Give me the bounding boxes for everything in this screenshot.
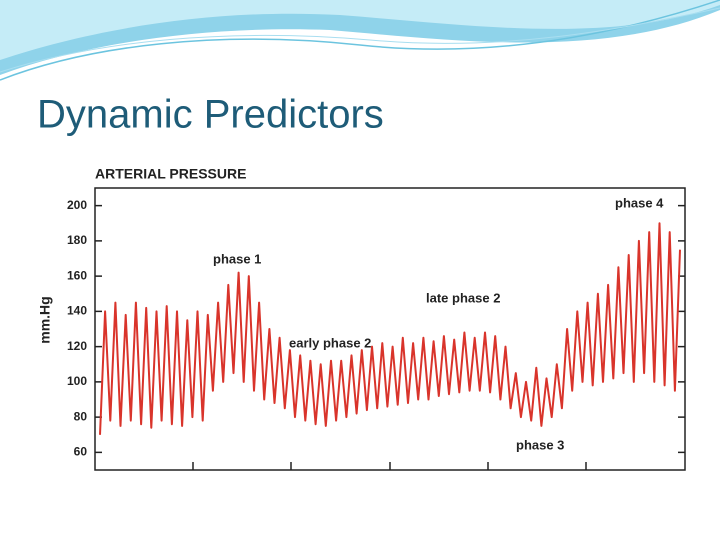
y-tick-label: 140 bbox=[67, 304, 87, 318]
y-tick-label: 100 bbox=[67, 374, 87, 388]
annotation: phase 3 bbox=[516, 437, 564, 452]
pressure-line bbox=[99, 222, 681, 435]
slide-title: Dynamic Predictors bbox=[37, 93, 384, 137]
annotation: phase 4 bbox=[615, 195, 664, 210]
header-decoration bbox=[0, 0, 720, 81]
annotation: late phase 2 bbox=[426, 290, 500, 305]
y-tick-label: 160 bbox=[67, 268, 87, 282]
x-ticks bbox=[192, 462, 587, 470]
annotation: phase 1 bbox=[213, 251, 261, 266]
chart-title: ARTERIAL PRESSURE bbox=[95, 166, 246, 182]
y-tick-label: 80 bbox=[74, 409, 88, 423]
annotation: early phase 2 bbox=[289, 335, 371, 350]
y-tick-label: 200 bbox=[67, 198, 87, 212]
y-tick-label: 60 bbox=[74, 445, 88, 459]
y-axis-label: mm.Hg bbox=[37, 296, 53, 343]
y-tick-label: 180 bbox=[67, 233, 87, 247]
y-tick-label: 120 bbox=[67, 339, 87, 353]
